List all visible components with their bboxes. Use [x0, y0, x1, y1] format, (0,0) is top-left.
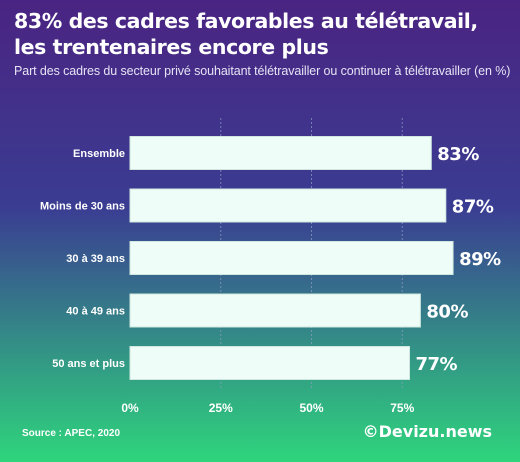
source-note: Source : APEC, 2020	[22, 428, 121, 439]
category-label-4: 50 ans et plus	[52, 358, 125, 370]
chart-title: 83% des cadres favorables au télétravail…	[14, 8, 514, 60]
category-label-0: Ensemble	[73, 148, 125, 160]
bar-3	[129, 293, 421, 328]
category-label-2: 30 à 39 ans	[66, 253, 125, 265]
x-tick-label-75: 75%	[390, 401, 414, 415]
x-tick-label-50: 50%	[299, 401, 323, 415]
value-label-3: 80%	[426, 302, 468, 323]
value-label-1: 87%	[452, 197, 494, 218]
chart-title-line-1: 83% des cadres favorables au télétravail…	[14, 9, 478, 33]
value-label-2: 89%	[459, 249, 501, 270]
x-tick-label-25: 25%	[209, 401, 233, 415]
bar-4	[129, 346, 411, 380]
bar-0	[129, 136, 432, 170]
category-label-1: Moins de 30 ans	[40, 201, 125, 213]
x-tick-label-0: 0%	[121, 401, 139, 415]
chart-title-line-2: les trentenaires encore plus	[14, 35, 329, 59]
bar-1	[129, 188, 447, 223]
value-label-4: 77%	[416, 354, 458, 375]
brand-credit: ©Devizu.news	[362, 422, 492, 441]
category-label-3: 40 à 49 ans	[66, 306, 125, 318]
chart-subtitle: Part des cadres du secteur privé souhait…	[14, 64, 511, 78]
bar-2	[129, 241, 454, 275]
value-label-0: 83%	[437, 144, 479, 165]
